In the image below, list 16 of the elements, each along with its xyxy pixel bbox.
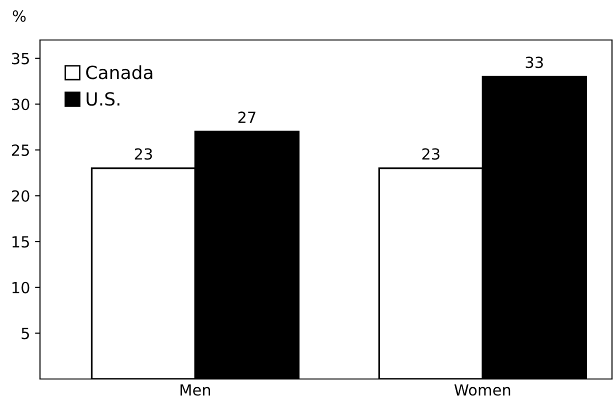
legend-label: U.S. bbox=[86, 92, 120, 106]
y-tick-label: 20 bbox=[12, 190, 30, 202]
data-label: 23 bbox=[134, 148, 152, 160]
y-tick-label: 30 bbox=[12, 98, 30, 110]
y-tick-label: 10 bbox=[12, 282, 30, 294]
x-tick-label: Men bbox=[180, 384, 210, 396]
x-tick-label: Women bbox=[454, 384, 510, 396]
y-axis-title: % bbox=[12, 10, 26, 22]
data-label: 33 bbox=[526, 56, 543, 68]
legend-label: Canada bbox=[86, 65, 152, 80]
y-tick-label: 15 bbox=[12, 236, 29, 248]
y-tick-label: 25 bbox=[12, 144, 29, 156]
data-label: 27 bbox=[238, 112, 256, 123]
y-tick-label: 5 bbox=[22, 328, 29, 340]
data-label: 23 bbox=[422, 148, 440, 160]
y-tick-label: 35 bbox=[12, 52, 29, 64]
